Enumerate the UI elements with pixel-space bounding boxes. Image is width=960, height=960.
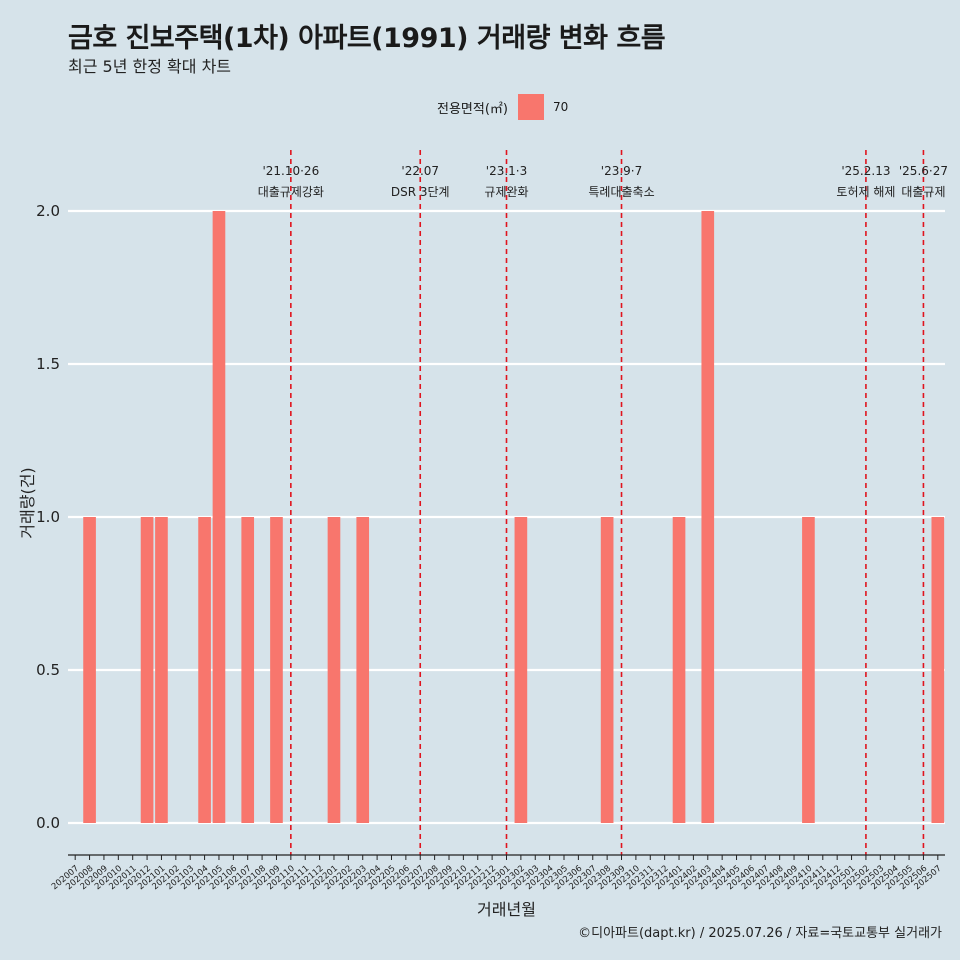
- bar-202101: [155, 517, 168, 823]
- legend: 전용면적(㎡) 70: [437, 94, 568, 120]
- bar-202401: [672, 517, 686, 823]
- bar-202105: [212, 211, 226, 823]
- annotations: '21.10·26 대출규제강화 '22.07 DSR 3단계 '23.1·3 규제완화 '…: [258, 150, 948, 855]
- event-name-label: 토허제 해제: [836, 185, 895, 199]
- event-date-label: '23.9·7: [601, 164, 642, 178]
- event-name-label: DSR 3단계: [391, 185, 450, 199]
- bar-202012: [140, 517, 154, 823]
- source-caption: ©디아파트(dapt.kr) / 2025.07.26 / 자료=국토교통부 실…: [578, 926, 942, 941]
- y-tick-label: 0.5: [36, 661, 60, 679]
- bar-202507: [931, 517, 945, 823]
- event-date-label: '25.6·27: [899, 164, 948, 178]
- bar-202107: [241, 517, 255, 823]
- legend-label: 70: [552, 100, 569, 114]
- bar-202308: [600, 517, 614, 823]
- event-date-label: '23.1·3: [486, 164, 527, 178]
- event-date-label: '21.10·26: [262, 164, 319, 178]
- event-name-label: 규제완화: [484, 185, 528, 199]
- y-tick-label: 1.5: [36, 355, 60, 373]
- bar-202109: [270, 517, 283, 823]
- chart-subtitle: 최근 5년 한정 확대 차트: [68, 57, 232, 76]
- bar-202008: [83, 517, 96, 823]
- legend-swatch: [517, 94, 544, 120]
- bar-202201: [327, 517, 341, 823]
- legend-title: 전용면적(㎡): [437, 101, 508, 117]
- y-axis-title: 거래량(건): [18, 467, 37, 538]
- y-tick-label: 1.0: [36, 508, 60, 526]
- bars: [83, 211, 945, 823]
- bar-202410: [802, 517, 815, 823]
- bar-202104: [198, 517, 211, 823]
- y-tick-label: 2.0: [36, 202, 60, 220]
- event-name-label: 특례대출축소: [588, 185, 654, 199]
- chart-title: 금호 진보주택(1차) 아파트(1991) 거래량 변화 흐름: [68, 23, 666, 54]
- event-name-label: 대출규제강화: [258, 185, 324, 199]
- event-date-label: '22.07: [401, 164, 439, 178]
- x-axis-title: 거래년월: [477, 900, 536, 919]
- event-date-label: '25.2.13: [841, 164, 890, 178]
- y-tick-label: 0.0: [36, 814, 60, 832]
- bar-202203: [356, 517, 370, 823]
- event-name-label: 대출규제: [901, 185, 945, 199]
- bar-202302: [514, 517, 528, 823]
- bar-202403: [701, 211, 715, 823]
